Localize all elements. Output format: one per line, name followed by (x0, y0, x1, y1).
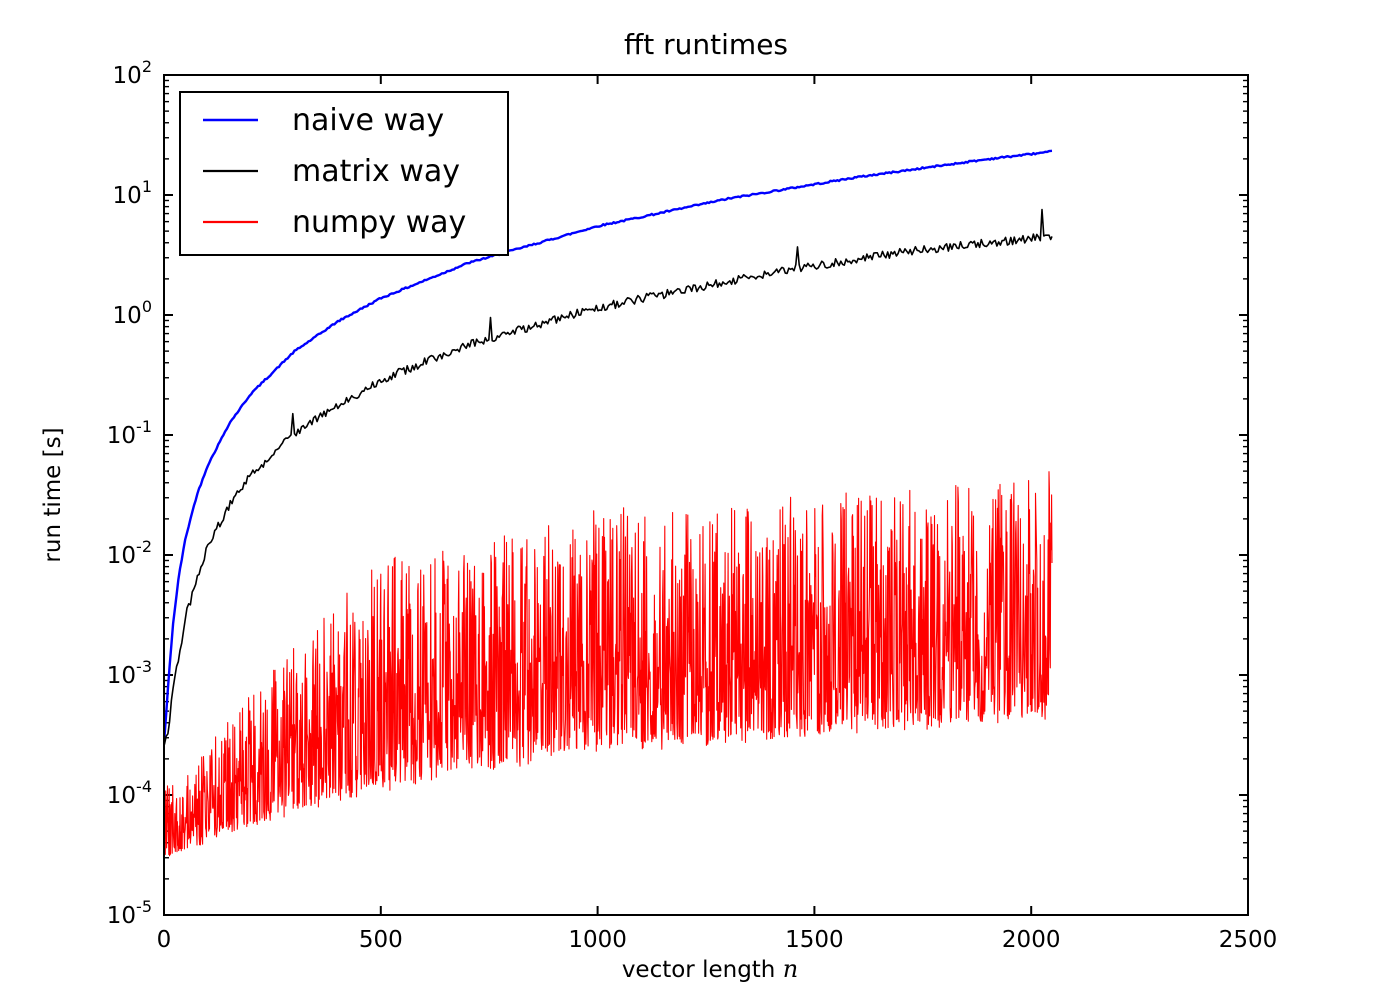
series-line-numpy-way (163, 471, 1053, 857)
x-tick-label: 500 (359, 927, 403, 953)
y-tick-label: 10-5 (107, 897, 152, 929)
series-line-naive-way (163, 149, 1053, 738)
x-axis-tick-labels: 0 500 1000 1500 2000 2500 (157, 927, 1278, 953)
y-tick-label: 102 (113, 57, 152, 89)
chart-title: fft runtimes (624, 28, 788, 61)
y-axis-tick-labels: 10-5 10-4 10-3 10-2 10-1 100 101 102 (107, 57, 152, 929)
x-tick-label: 1500 (785, 927, 844, 953)
series-line-matrix-way (163, 208, 1053, 745)
y-tick-label: 10-3 (107, 657, 152, 689)
legend-entry-numpy-way: numpy way (203, 205, 466, 240)
x-tick-label: 2500 (1219, 927, 1278, 953)
x-tick-label: 0 (157, 927, 172, 953)
x-tick-label: 2000 (1002, 927, 1061, 953)
y-tick-label: 100 (113, 297, 152, 329)
y-axis-label: run time [s] (40, 427, 66, 562)
x-axis-label-math-n: n (783, 955, 798, 983)
legend-label: numpy way (292, 205, 466, 240)
legend-box: naive way matrix way numpy way (179, 91, 509, 256)
x-tick-label: 1000 (568, 927, 627, 953)
legend-entry-naive-way: naive way (203, 103, 444, 138)
legend-entry-matrix-way: matrix way (203, 154, 460, 189)
y-tick-label: 101 (113, 177, 152, 209)
y-tick-label: 10-4 (107, 777, 152, 809)
plot-series (163, 149, 1053, 857)
x-axis-label-text: vector length (622, 957, 783, 983)
x-axis-label: vector length n (622, 955, 798, 983)
legend-label: matrix way (292, 154, 460, 189)
plot-frame (163, 74, 1249, 916)
legend-label: naive way (292, 103, 444, 138)
y-tick-label: 10-2 (107, 537, 152, 569)
y-tick-label: 10-1 (107, 417, 152, 449)
